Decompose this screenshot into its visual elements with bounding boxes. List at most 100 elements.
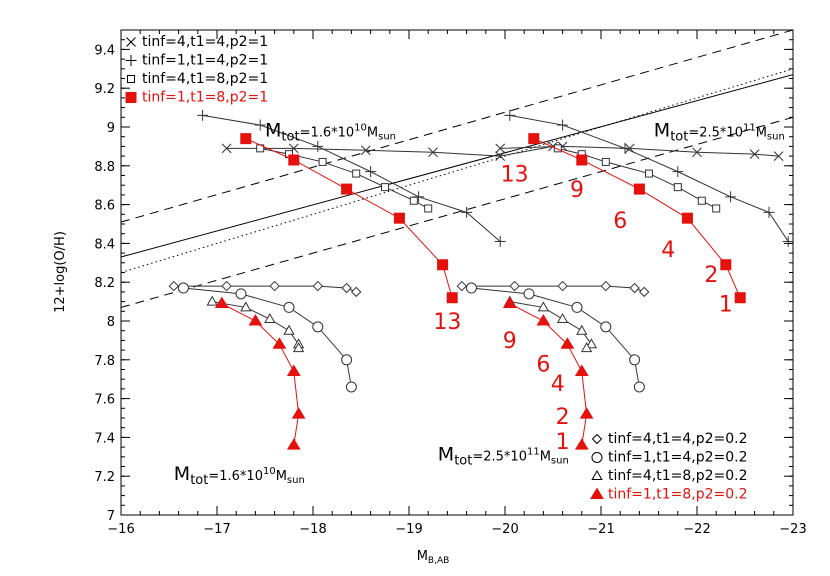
data-point: [673, 183, 682, 192]
data-point: [381, 183, 389, 192]
x-tick-label: −21: [587, 522, 614, 537]
y-axis-label: 12+log(O/H): [53, 231, 68, 313]
data-point: [292, 342, 305, 353]
data-point: [235, 288, 247, 300]
legend-entry: tinf=1,t1=4,p2=0.2: [591, 450, 748, 466]
legend-label: tinf=1,t1=8,p2=0.2: [608, 487, 748, 503]
series-tinf=1,t1=4,p2=0.2: [465, 282, 645, 393]
data-point: [286, 364, 301, 376]
data-point: [312, 280, 324, 292]
data-point: [633, 183, 645, 195]
series-tinf=1,t1=4,p2=1: [504, 109, 794, 247]
legend-entry: tinf=1,t1=8,p2=1: [125, 90, 268, 106]
y-tick-label: 8.2: [94, 276, 115, 291]
data-point: [494, 235, 506, 247]
data-point: [168, 280, 180, 292]
data-point: [428, 147, 438, 158]
axis-ticks: −16 −17 −18 −19 −20 −21 −22 −23 7 7.2 7.4 7.6 7.8 8 8.…: [94, 29, 807, 537]
data-point: [240, 133, 252, 145]
series-tinf=4,t1=4,p2=1: [221, 141, 558, 161]
data-point: [288, 154, 300, 166]
data-point: [556, 313, 569, 324]
y-tick-label: 7.4: [94, 431, 115, 446]
data-point: [749, 149, 760, 160]
data-point: [283, 324, 295, 335]
data-point: [523, 288, 535, 300]
legend-marker: [591, 469, 603, 480]
series-tinf=4,t1=8,p2=1: [256, 144, 433, 213]
data-point: [585, 338, 598, 349]
data-point: [633, 381, 645, 393]
y-tick-label: 8: [107, 315, 115, 330]
time-label: 6: [613, 209, 627, 234]
data-point: [734, 292, 746, 304]
legend-entry: tinf=4,t1=4,p2=0.2: [591, 431, 748, 447]
time-label: 13: [433, 310, 461, 335]
data-point: [269, 280, 280, 292]
data-point: [312, 321, 324, 333]
data-point: [681, 212, 693, 224]
y-tick-label: 8.6: [94, 199, 115, 214]
legend-marker: [127, 75, 135, 83]
data-point: [692, 147, 702, 158]
series-tinf=4,t1=4,p2=0.2: [168, 280, 362, 298]
series-line: [509, 114, 789, 242]
series-tinf=4,t1=8,p2=1: [553, 144, 721, 213]
data-point: [619, 142, 631, 154]
data-point: [782, 235, 794, 247]
data-point: [424, 204, 433, 213]
legend-marker: [591, 433, 603, 445]
data-point: [557, 280, 568, 292]
series-line: [226, 145, 554, 157]
data-point: [221, 143, 232, 154]
data-point: [350, 286, 362, 298]
y-tick-label: 7.2: [94, 470, 115, 485]
data-point: [560, 337, 575, 349]
y-tick-label: 7: [107, 509, 115, 524]
data-point: [177, 282, 189, 294]
series-tinf=1,t1=8,p2=1: [528, 133, 746, 304]
x-tick-label: −23: [779, 522, 806, 537]
data-point: [504, 109, 516, 121]
data-point: [600, 280, 612, 292]
legend-entry: tinf=4,t1=8,p2=0.2: [591, 468, 748, 484]
series-line: [173, 285, 357, 293]
data-point: [341, 183, 353, 195]
legend-entry: tinf=4,t1=8,p2=1: [127, 71, 268, 87]
legend-marker: [126, 37, 136, 47]
data-point: [580, 342, 593, 353]
data-point: [576, 324, 588, 335]
x-tick-label: −22: [683, 522, 710, 537]
data-point: [672, 166, 684, 178]
data-point: [286, 438, 301, 450]
data-point: [461, 206, 473, 218]
data-point: [528, 133, 540, 145]
legend-label: tinf=4,t1=8,p2=0.2: [608, 468, 748, 484]
legend-label: tinf=1,t1=4,p2=0.2: [608, 450, 748, 466]
data-point: [557, 119, 569, 131]
reference-line-dashed-lower: [121, 116, 793, 308]
time-label: 13: [501, 162, 529, 187]
data-point: [574, 364, 589, 376]
data-point: [393, 212, 405, 224]
series-tinf=4,t1=8,p2=0.2: [504, 295, 598, 353]
data-point: [248, 314, 263, 326]
data-point: [601, 157, 610, 166]
data-point: [409, 196, 418, 205]
data-point: [318, 157, 327, 166]
y-tick-label: 7.8: [94, 354, 115, 369]
legend-marker: [125, 92, 137, 103]
legend-marker: [590, 487, 604, 499]
y-tick-label: 9.4: [94, 43, 115, 58]
data-point: [536, 314, 551, 326]
mass-annotation: Mtot=2.5*1011Msun: [654, 120, 785, 145]
time-label: 2: [704, 263, 718, 288]
data-point: [638, 286, 650, 298]
series-line: [509, 303, 588, 446]
data-point: [600, 321, 612, 333]
time-label: 4: [661, 238, 675, 263]
data-point: [571, 301, 583, 313]
time-label: 2: [556, 405, 570, 430]
reference-line-dashed-upper: [121, 30, 793, 223]
series-tinf=4,t1=4,p2=0.2: [456, 280, 650, 298]
